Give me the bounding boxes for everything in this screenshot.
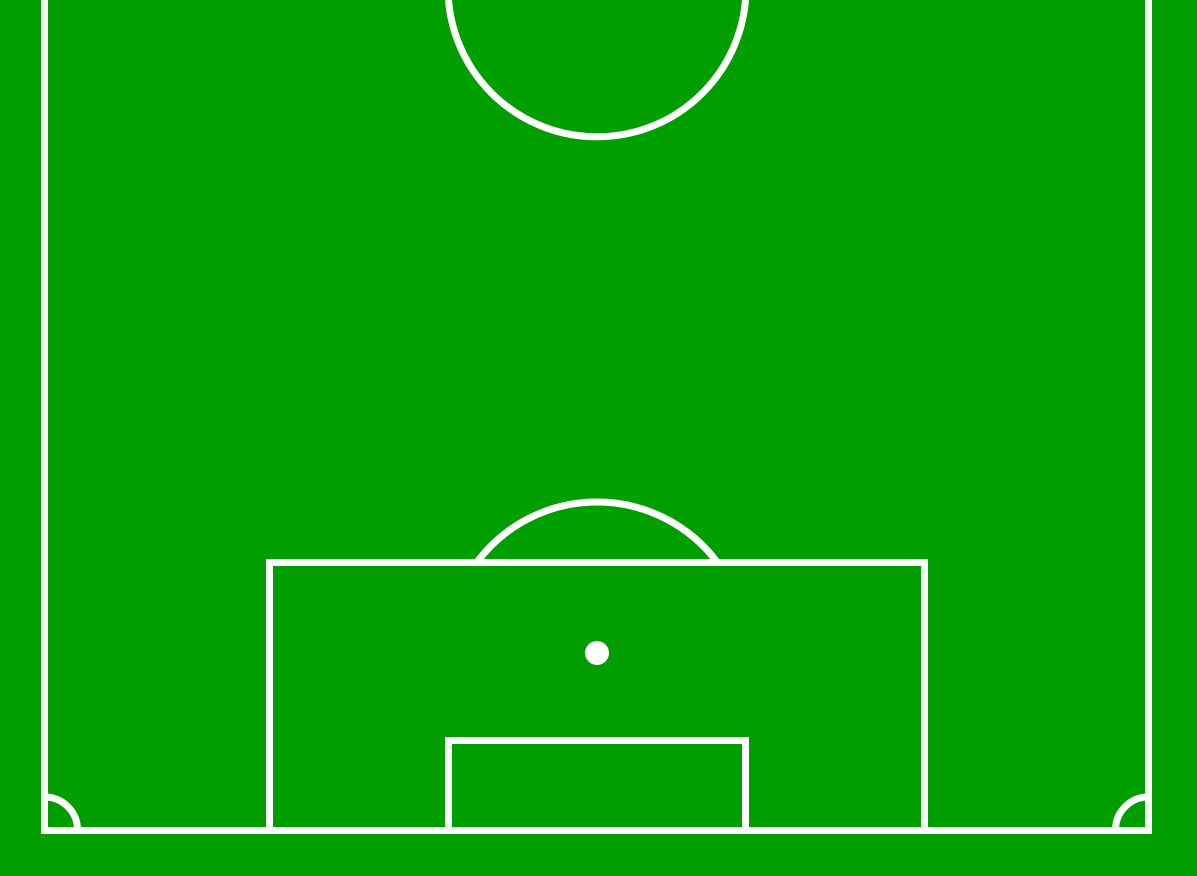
penalty-spot xyxy=(585,641,609,665)
corner-arc-right xyxy=(1111,793,1149,831)
penalty-arc xyxy=(474,498,720,565)
center-circle-arc xyxy=(445,0,749,141)
goal-area xyxy=(445,737,749,834)
corner-arc-left xyxy=(44,793,82,831)
